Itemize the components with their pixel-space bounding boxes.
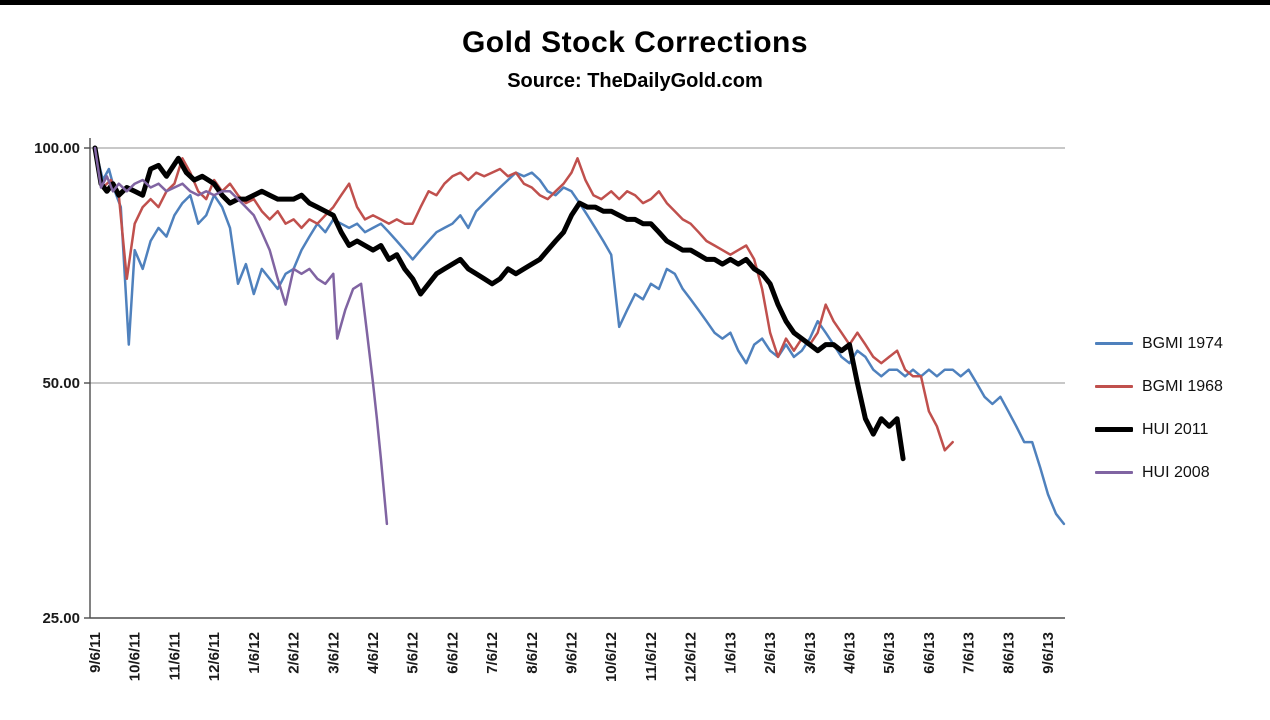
x-axis-label: 3/6/12 — [325, 632, 342, 674]
legend-swatch-bgmi-1974 — [1095, 342, 1133, 345]
x-axis-label: 7/6/12 — [484, 632, 501, 674]
chart-title: Gold Stock Corrections — [461, 26, 809, 59]
x-axis-label: 1/6/12 — [246, 632, 263, 674]
legend-label-hui-2011: HUI 2011 — [1142, 420, 1209, 438]
x-axis-label: 8/6/12 — [524, 632, 541, 674]
x-axis-label: 6/6/12 — [444, 632, 461, 674]
y-axis-label: 100.00 — [34, 140, 80, 157]
x-axis-label: 12/6/12 — [683, 632, 700, 682]
x-axis-label: 2/6/12 — [286, 632, 303, 674]
x-axis-label: 11/6/12 — [643, 632, 660, 681]
legend-swatch-bgmi-1968 — [1095, 385, 1133, 388]
legend-label-hui-2008: HUI 2008 — [1142, 463, 1210, 481]
x-axis-label: 4/6/13 — [842, 632, 859, 674]
series-line-bgmi-1974 — [93, 146, 1066, 526]
chart-legend: BGMI 1974 BGMI 1968 HUI 2011 HUI 2008 — [1095, 322, 1270, 494]
legend-swatch-hui-2008 — [1095, 471, 1133, 474]
y-axis-label: 50.00 — [42, 375, 80, 392]
x-axis-label: 1/6/13 — [722, 632, 739, 674]
x-axis-label: 5/6/12 — [405, 632, 422, 674]
top-border — [0, 0, 1270, 5]
series-line-hui-2011 — [92, 145, 906, 462]
legend-item-bgmi-1968: BGMI 1968 — [1095, 365, 1270, 408]
legend-label-bgmi-1974: BGMI 1974 — [1142, 334, 1223, 352]
x-axis-label: 4/6/12 — [365, 632, 382, 674]
series-line-hui-2008 — [93, 146, 389, 526]
legend-item-bgmi-1974: BGMI 1974 — [1095, 322, 1270, 365]
x-axis-label: 11/6/11 — [166, 632, 183, 680]
x-axis-label: 5/6/13 — [881, 632, 898, 674]
x-axis-label: 8/6/13 — [1000, 632, 1017, 674]
x-axis-label: 7/6/13 — [961, 632, 978, 674]
x-axis-label: 2/6/13 — [762, 632, 779, 674]
legend-item-hui-2008: HUI 2008 — [1095, 451, 1270, 494]
x-axis-label: 9/6/12 — [564, 632, 581, 674]
legend-swatch-hui-2011 — [1095, 427, 1133, 432]
y-axis-label: 25.00 — [42, 610, 80, 627]
x-axis-label: 10/6/11 — [127, 632, 144, 681]
x-axis-label: 3/6/13 — [802, 632, 819, 674]
x-axis-label: 12/6/11 — [206, 632, 223, 681]
x-axis-label: 9/6/13 — [1040, 632, 1057, 674]
chart-subtitle: Source: TheDailyGold.com — [507, 70, 763, 92]
x-axis-label: 9/6/11 — [87, 632, 104, 673]
legend-item-hui-2011: HUI 2011 — [1095, 408, 1270, 451]
x-axis-label: 6/6/13 — [921, 632, 938, 674]
legend-label-bgmi-1968: BGMI 1968 — [1142, 377, 1223, 395]
x-axis-label: 10/6/12 — [603, 632, 620, 682]
